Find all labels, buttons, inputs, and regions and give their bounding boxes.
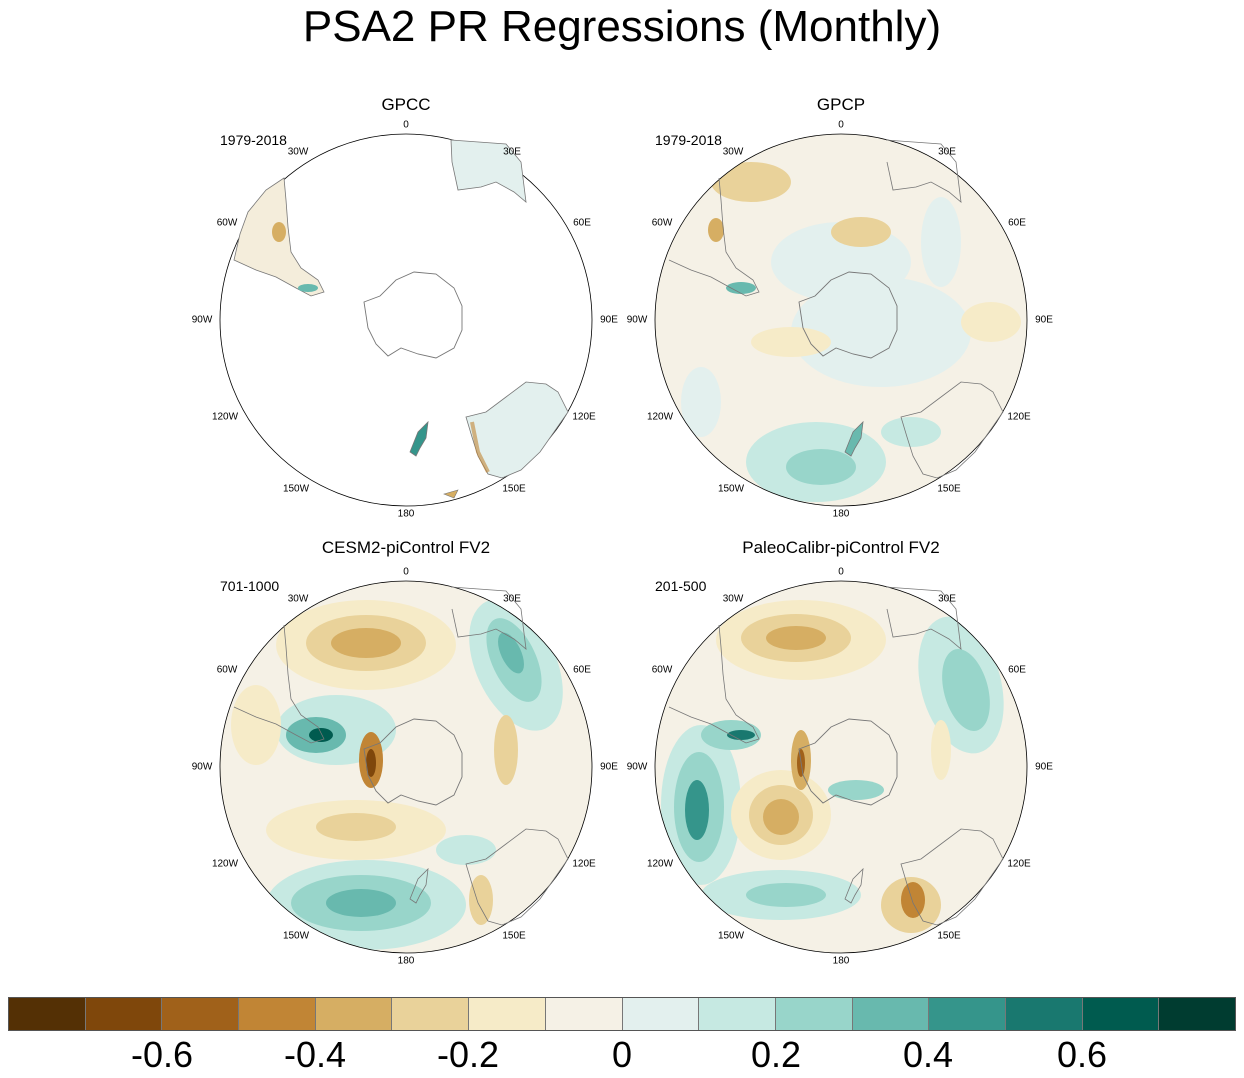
lon-label: 120E bbox=[1007, 858, 1031, 870]
lon-label: 30W bbox=[722, 146, 744, 158]
colorbar-box bbox=[699, 998, 776, 1030]
lon-label: 150W bbox=[282, 930, 310, 942]
period-label: 1979-2018 bbox=[655, 132, 722, 148]
panel-paleocalibr: PaleoCalibr-piControl FV2 201-500 bbox=[627, 535, 1053, 967]
new-zealand-land bbox=[409, 420, 429, 457]
lon-label: 60W bbox=[651, 217, 673, 229]
lon-label: 60E bbox=[573, 217, 591, 229]
lon-label: 90E bbox=[1035, 314, 1053, 326]
lon-label: 120E bbox=[1007, 411, 1031, 423]
lon-label: 30W bbox=[722, 593, 744, 605]
lon-label: 30E bbox=[503, 593, 521, 605]
colorbar-label: 0.6 bbox=[1056, 1034, 1108, 1075]
lon-label: 30E bbox=[503, 146, 521, 158]
lon-label: 0 bbox=[838, 119, 844, 131]
lon-label: 0 bbox=[403, 119, 409, 131]
colorbar-label: 0.4 bbox=[902, 1034, 954, 1075]
lon-label: 90E bbox=[600, 314, 618, 326]
lon-label: 90E bbox=[1035, 761, 1053, 773]
lon-label: 30W bbox=[287, 593, 309, 605]
colorbar-box bbox=[622, 998, 700, 1030]
polar-map-paleocalibr bbox=[654, 580, 1028, 954]
colorbar-label: 0 bbox=[611, 1034, 633, 1075]
lon-label: 60W bbox=[651, 664, 673, 676]
lon-label: 90E bbox=[600, 761, 618, 773]
lon-label: 150E bbox=[937, 930, 961, 942]
lon-label: 120W bbox=[646, 858, 674, 870]
colorbar-box bbox=[1005, 998, 1083, 1030]
lon-label: 150W bbox=[282, 483, 310, 495]
polar-map-cesm2 bbox=[219, 580, 593, 954]
colorbar-box bbox=[9, 998, 86, 1030]
panel-title: CESM2-piControl FV2 bbox=[321, 538, 491, 557]
lon-label: 150W bbox=[717, 483, 745, 495]
lon-label: 150E bbox=[502, 483, 526, 495]
panel-gpcc: GPCC 1979-2018 0 30E 60E 90E 120E 150E 1… bbox=[192, 92, 618, 520]
colorbar-box bbox=[775, 998, 853, 1030]
lon-label: 60E bbox=[1008, 217, 1026, 229]
polar-map-gpcc bbox=[219, 133, 593, 507]
figure-title: PSA2 PR Regressions (Monthly) bbox=[302, 2, 942, 51]
lon-label: 30E bbox=[938, 593, 956, 605]
lon-label: 60W bbox=[216, 217, 238, 229]
lon-label: 0 bbox=[403, 566, 409, 578]
lon-label: 90W bbox=[191, 314, 213, 326]
colorbar-label: -0.4 bbox=[283, 1034, 347, 1075]
colorbar-box bbox=[315, 998, 393, 1030]
lon-label: 60E bbox=[573, 664, 591, 676]
colorbar-box bbox=[162, 998, 240, 1030]
colorbar-box bbox=[85, 998, 163, 1030]
colorbar-label: -0.6 bbox=[130, 1034, 194, 1075]
panel-cesm2: CESM2-piControl FV2 701-1000 bbox=[192, 535, 618, 967]
colorbar-box bbox=[929, 998, 1006, 1030]
colorbar-box bbox=[1082, 998, 1160, 1030]
lon-label: 60E bbox=[1008, 664, 1026, 676]
panel-title: GPCC bbox=[381, 95, 431, 114]
lon-label: 30E bbox=[938, 146, 956, 158]
lon-label: 120W bbox=[211, 411, 239, 423]
panel-title: PaleoCalibr-piControl FV2 bbox=[742, 538, 940, 557]
lon-label: 120W bbox=[211, 858, 239, 870]
panel-gpcp: GPCP 1979-2018 0 30E 60E 90E 120E 150 bbox=[627, 92, 1053, 520]
antarctica-outline bbox=[363, 271, 463, 359]
panel-title: GPCP bbox=[816, 95, 866, 114]
lon-label: 180 bbox=[397, 508, 415, 520]
lon-label: 60W bbox=[216, 664, 238, 676]
lon-label: 120E bbox=[572, 411, 596, 423]
lon-label: 150E bbox=[937, 483, 961, 495]
lon-label: 150E bbox=[502, 930, 526, 942]
lon-label: 150W bbox=[717, 930, 745, 942]
colorbar-box bbox=[469, 998, 546, 1030]
colorbar-box bbox=[392, 998, 470, 1030]
period-label: 201-500 bbox=[655, 578, 707, 594]
lon-label: 180 bbox=[832, 955, 850, 967]
lon-label: 90W bbox=[191, 761, 213, 773]
colorbar-box bbox=[545, 998, 623, 1030]
colorbar-box bbox=[852, 998, 930, 1030]
lon-label: 120W bbox=[646, 411, 674, 423]
colorbar-box bbox=[1159, 998, 1235, 1030]
colorbar-box bbox=[239, 998, 316, 1030]
colorbar-label: 0.2 bbox=[750, 1034, 802, 1075]
lon-label: 180 bbox=[397, 955, 415, 967]
lon-label: 180 bbox=[832, 508, 850, 520]
africa-land bbox=[450, 139, 527, 203]
lon-label: 90W bbox=[626, 761, 648, 773]
colorbar bbox=[8, 997, 1236, 1031]
period-label: 701-1000 bbox=[220, 578, 280, 594]
colorbar-label: -0.2 bbox=[436, 1034, 500, 1075]
lon-label: 0 bbox=[838, 566, 844, 578]
period-label: 1979-2018 bbox=[220, 132, 287, 148]
lon-label: 90W bbox=[626, 314, 648, 326]
lon-label: 30W bbox=[287, 146, 309, 158]
lon-label: 120E bbox=[572, 858, 596, 870]
polar-map-gpcp bbox=[654, 133, 1028, 507]
